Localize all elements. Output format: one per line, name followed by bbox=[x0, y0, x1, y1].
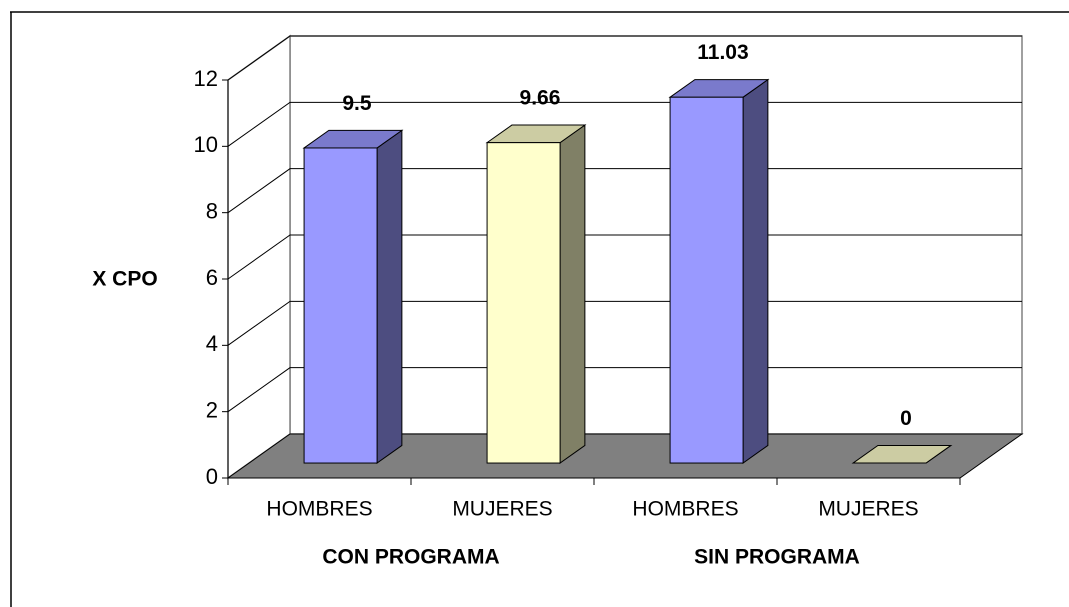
y-tick-label: 10 bbox=[194, 132, 218, 157]
bar-side bbox=[742, 78, 769, 465]
data-label: 9.5 bbox=[342, 92, 372, 115]
x-tick-label: HOMBRES bbox=[632, 498, 738, 521]
group-label: CON PROGRAMA bbox=[322, 546, 499, 569]
data-label: 11.03 bbox=[697, 41, 748, 64]
grid-line bbox=[227, 101, 1022, 147]
x-tick-label: MUJERES bbox=[452, 498, 552, 521]
grid-line bbox=[227, 35, 1022, 81]
y-tick-label: 8 bbox=[206, 198, 218, 223]
data-label: 0 bbox=[900, 407, 912, 430]
y-tick-label: 6 bbox=[206, 265, 218, 290]
x-tick-label: MUJERES bbox=[818, 498, 918, 521]
group-label: SIN PROGRAMA bbox=[694, 546, 860, 569]
y-tick-label: 12 bbox=[194, 66, 218, 91]
grid-line bbox=[227, 168, 1022, 214]
bar-side bbox=[376, 129, 403, 465]
bar bbox=[669, 96, 744, 464]
bar-side bbox=[559, 124, 586, 465]
grid-line bbox=[227, 300, 1022, 346]
grid-line bbox=[227, 367, 1022, 413]
bar bbox=[486, 142, 561, 464]
grid-line bbox=[227, 234, 1022, 280]
y-axis-title: X CPO bbox=[92, 268, 157, 291]
y-tick-label: 2 bbox=[206, 397, 218, 422]
bar-top bbox=[851, 444, 953, 464]
data-label: 9.66 bbox=[520, 87, 561, 110]
y-tick-label: 0 bbox=[206, 464, 218, 489]
bar bbox=[303, 147, 378, 464]
y-tick-label: 4 bbox=[206, 331, 218, 356]
x-tick-label: HOMBRES bbox=[266, 498, 372, 521]
